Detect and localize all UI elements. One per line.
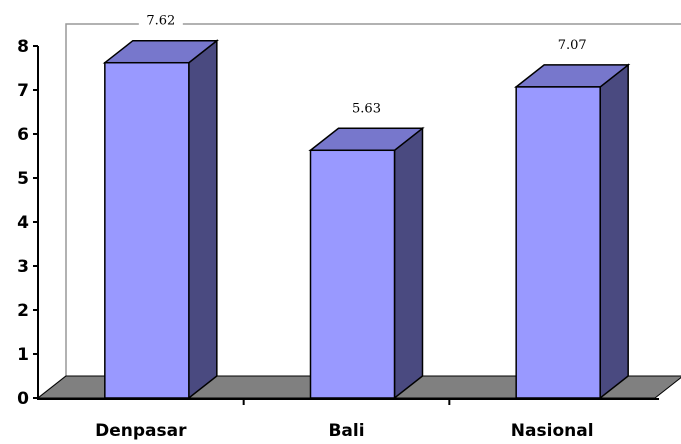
bar-side (188, 39, 218, 400)
y-tick-label: 4 (17, 213, 29, 233)
bar-side (599, 63, 629, 400)
y-tick-label: 7 (17, 81, 29, 101)
y-tick-label: 6 (17, 125, 29, 145)
y-tick-labels: 0 1 2 3 4 5 6 7 8 (17, 37, 38, 409)
category-label: Denpasar (95, 421, 187, 441)
data-label-bg (344, 98, 389, 117)
category-labels: Denpasar Bali Nasional (95, 421, 593, 441)
bar-front (309, 149, 396, 399)
y-tick-label: 3 (17, 257, 29, 277)
y-tick-label: 2 (17, 301, 29, 321)
y-tick-label: 8 (17, 37, 29, 57)
bar-denpasar (102, 39, 220, 400)
bar-nasional (513, 63, 631, 400)
y-tick-label: 1 (17, 345, 29, 365)
category-label: Nasional (511, 421, 594, 441)
data-label-bg (138, 10, 183, 29)
bar-bali (308, 126, 425, 400)
category-label: Bali (328, 421, 364, 441)
data-label: 7.07 (558, 38, 587, 53)
data-label-bg (550, 34, 595, 53)
data-label: 5.63 (352, 101, 381, 116)
data-label: 7.62 (146, 14, 175, 29)
bars (102, 39, 631, 400)
bar-side (393, 126, 424, 400)
bar-front (104, 61, 190, 399)
y-tick-label: 5 (17, 169, 29, 189)
bar-front (515, 86, 601, 399)
data-labels: 7.62 5.63 7.07 (138, 10, 595, 117)
y-tick-label: 0 (17, 389, 29, 409)
